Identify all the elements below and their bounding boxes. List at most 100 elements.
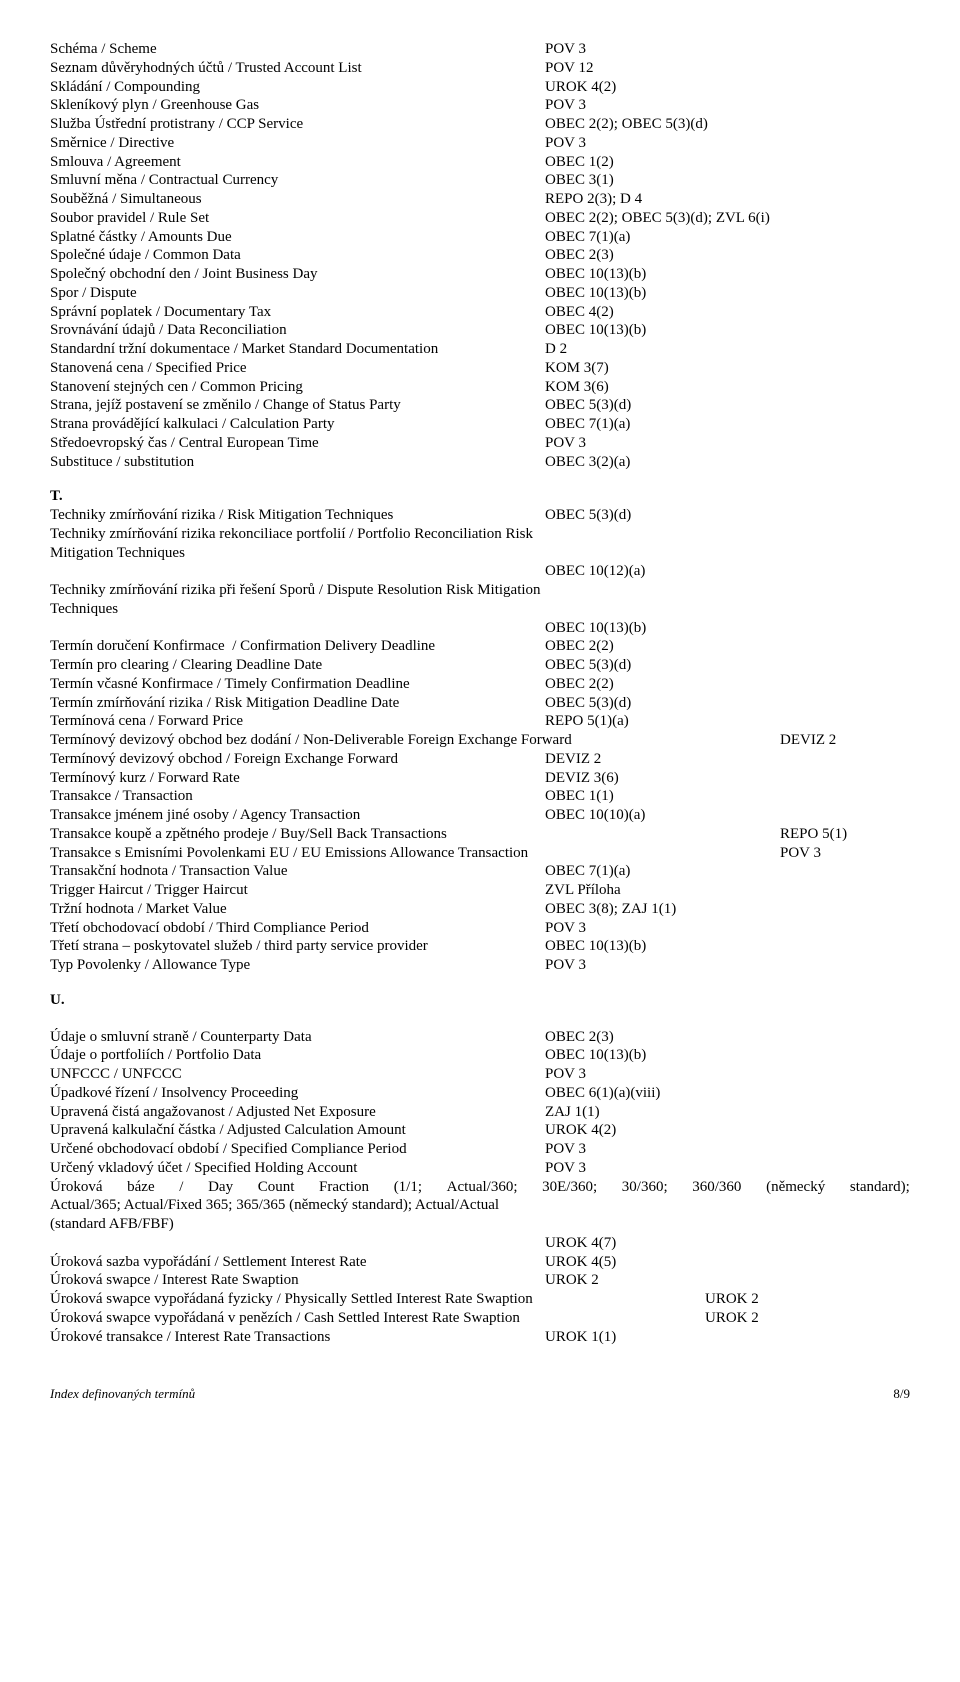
index-row: Stanovení stejných cen / Common PricingK… (50, 378, 910, 397)
term-label: Třetí strana – poskytovatel služeb / thi… (50, 937, 545, 956)
index-row: Techniky zmírňování rizika / Risk Mitiga… (50, 506, 910, 525)
justified-line: Úrokovábáze/DayCountFraction(1/1;Actual/… (50, 1178, 910, 1197)
term-reference: OBEC 10(13)(b) (545, 619, 646, 638)
index-row: Transakční hodnota / Transaction ValueOB… (50, 862, 910, 881)
term-label: Seznam důvěryhodných účtů / Trusted Acco… (50, 59, 545, 78)
index-row: Údaje o portfoliích / Portfolio DataOBEC… (50, 1046, 910, 1065)
term-reference: OBEC 7(1)(a) (545, 862, 630, 881)
term-reference: OBEC 7(1)(a) (545, 228, 630, 247)
term-label: Úrokové transakce / Interest Rate Transa… (50, 1328, 545, 1347)
index-row: Strana, jejíž postavení se změnilo / Cha… (50, 396, 910, 415)
term-reference: POV 3 (545, 40, 586, 59)
index-row: Stanovená cena / Specified PriceKOM 3(7) (50, 359, 910, 378)
term-reference: KOM 3(6) (545, 378, 609, 397)
section-header-u: U. (50, 991, 910, 1010)
term-reference: UROK 2 (545, 1271, 599, 1290)
term-reference: OBEC 5(3)(d) (545, 694, 631, 713)
index-row: Skleníkový plyn / Greenhouse GasPOV 3 (50, 96, 910, 115)
term-reference: UROK 2 (705, 1290, 759, 1309)
term-reference: OBEC 10(10)(a) (545, 806, 645, 825)
index-row: Srovnávání údajů / Data ReconciliationOB… (50, 321, 910, 340)
term-label: Upravená kalkulační částka / Adjusted Ca… (50, 1121, 545, 1140)
index-row: UROK 4(7) (50, 1234, 910, 1253)
index-row: Soubor pravidel / Rule SetOBEC 2(2); OBE… (50, 209, 910, 228)
term-reference: OBEC 5(3)(d) (545, 656, 631, 675)
term-label: Transakce s Emisními Povolenkami EU / EU… (50, 844, 780, 863)
index-row: OBEC 10(13)(b) (50, 619, 910, 638)
term-label: Srovnávání údajů / Data Reconciliation (50, 321, 545, 340)
index-row: Termín doručení Konfirmace / Confirmatio… (50, 637, 910, 656)
index-row: Techniky zmírňování rizika rekonciliace … (50, 525, 910, 563)
index-row: Transakce s Emisními Povolenkami EU / EU… (50, 844, 910, 863)
term-label: Standardní tržní dokumentace / Market St… (50, 340, 545, 359)
term-reference: OBEC 10(13)(b) (545, 265, 646, 284)
index-row: Středoevropský čas / Central European Ti… (50, 434, 910, 453)
term-label: Společný obchodní den / Joint Business D… (50, 265, 545, 284)
term-reference: OBEC 2(2) (545, 675, 614, 694)
term-reference: D 2 (545, 340, 567, 359)
term-reference: POV 12 (545, 59, 594, 78)
term-label: Splatné částky / Amounts Due (50, 228, 545, 247)
term-reference: OBEC 3(8); ZAJ 1(1) (545, 900, 676, 919)
index-row: Transakce / TransactionOBEC 1(1) (50, 787, 910, 806)
term-reference: OBEC 5(3)(d) (545, 396, 631, 415)
term-label: Termínový devizový obchod / Foreign Exch… (50, 750, 545, 769)
term-label: Termín doručení Konfirmace / Confirmatio… (50, 637, 545, 656)
term-label: Strana, jejíž postavení se změnilo / Cha… (50, 396, 545, 415)
term-label: Úpadkové řízení / Insolvency Proceeding (50, 1084, 545, 1103)
term-reference: UROK 4(7) (545, 1234, 616, 1253)
index-row: Termín včasné Konfirmace / Timely Confir… (50, 675, 910, 694)
term-label: Upravená čistá angažovanost / Adjusted N… (50, 1103, 545, 1122)
index-row: Standardní tržní dokumentace / Market St… (50, 340, 910, 359)
term-label: Transakce jménem jiné osoby / Agency Tra… (50, 806, 545, 825)
index-row: Trigger Haircut / Trigger HaircutZVL Pří… (50, 881, 910, 900)
index-row: Směrnice / DirectivePOV 3 (50, 134, 910, 153)
term-reference: POV 3 (780, 844, 821, 863)
term-label: Strana provádějící kalkulaci / Calculati… (50, 415, 545, 434)
term-reference: UROK 4(2) (545, 78, 616, 97)
term-label: Trigger Haircut / Trigger Haircut (50, 881, 545, 900)
index-row: Termínový devizový obchod bez dodání / N… (50, 731, 910, 750)
term-reference: OBEC 5(3)(d) (545, 506, 631, 525)
term-reference: POV 3 (545, 1065, 586, 1084)
index-row: Správní poplatek / Documentary TaxOBEC 4… (50, 303, 910, 322)
index-row: Termínový devizový obchod / Foreign Exch… (50, 750, 910, 769)
term-reference: ZAJ 1(1) (545, 1103, 600, 1122)
index-row: Určené obchodovací období / Specified Co… (50, 1140, 910, 1159)
index-row: Transakce jménem jiné osoby / Agency Tra… (50, 806, 910, 825)
index-row: Strana provádějící kalkulaci / Calculati… (50, 415, 910, 434)
term-label: Termín zmírňování rizika / Risk Mitigati… (50, 694, 545, 713)
term-reference: OBEC 10(12)(a) (545, 562, 645, 581)
index-row: Úroková swapce vypořádaná fyzicky / Phys… (50, 1290, 910, 1309)
term-label: Úroková sazba vypořádání / Settlement In… (50, 1253, 545, 1272)
term-reference: REPO 5(1)(a) (545, 712, 629, 731)
index-row: Termínový kurz / Forward RateDEVIZ 3(6) (50, 769, 910, 788)
term-label (50, 619, 545, 638)
term-label (50, 562, 545, 581)
term-label: Společné údaje / Common Data (50, 246, 545, 265)
index-row: Třetí obchodovací období / Third Complia… (50, 919, 910, 938)
term-reference: OBEC 2(2); OBEC 5(3)(d); ZVL 6(i) (545, 209, 770, 228)
index-row: Úroková sazba vypořádání / Settlement In… (50, 1253, 910, 1272)
term-label: Soubor pravidel / Rule Set (50, 209, 545, 228)
index-row: Seznam důvěryhodných účtů / Trusted Acco… (50, 59, 910, 78)
term-reference: OBEC 2(3) (545, 246, 614, 265)
index-row: Termín pro clearing / Clearing Deadline … (50, 656, 910, 675)
term-reference: REPO 5(1) (780, 825, 847, 844)
term-label: Skládání / Compounding (50, 78, 545, 97)
term-label (50, 1234, 545, 1253)
term-label: Smluvní měna / Contractual Currency (50, 171, 545, 190)
term-reference: DEVIZ 2 (545, 750, 601, 769)
index-row: Spor / DisputeOBEC 10(13)(b) (50, 284, 910, 303)
term-reference: OBEC 6(1)(a)(viii) (545, 1084, 660, 1103)
term-label: Správní poplatek / Documentary Tax (50, 303, 545, 322)
footer-page-number: 8/9 (893, 1386, 910, 1402)
index-row: Služba Ústřední protistrany / CCP Servic… (50, 115, 910, 134)
term-reference: OBEC 10(13)(b) (545, 937, 646, 956)
term-label: Směrnice / Directive (50, 134, 545, 153)
index-row: Termínová cena / Forward PriceREPO 5(1)(… (50, 712, 910, 731)
term-reference: DEVIZ 2 (780, 731, 836, 750)
index-row: Termín zmírňování rizika / Risk Mitigati… (50, 694, 910, 713)
term-reference: OBEC 7(1)(a) (545, 415, 630, 434)
term-reference: POV 3 (545, 134, 586, 153)
